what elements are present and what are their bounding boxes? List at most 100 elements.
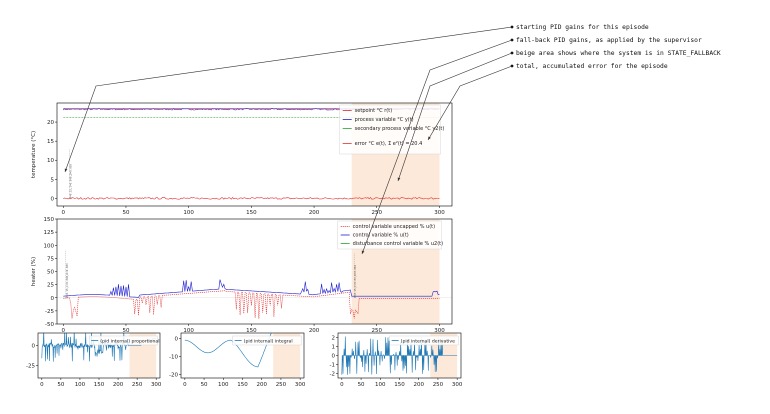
annotation-arrow — [64, 26, 513, 173]
panel-3: 0 50 100 150 200 250 300 -25 0 (pid internal) pro… — [26, 332, 162, 388]
y-tick-label: -1 — [330, 363, 335, 369]
x-tick-label: 0 — [183, 382, 187, 388]
x-tick-label: 50 — [358, 382, 365, 388]
gain-marker-1-label: P=0.15,I=0.048,D=0.003 — [65, 263, 69, 298]
x-tick-label: 300 — [452, 382, 463, 388]
legend — [232, 335, 302, 346]
series-control — [63, 279, 440, 298]
y-tick-label: 150 — [44, 217, 55, 223]
x-tick-label: 150 — [394, 382, 405, 388]
y-tick-label: -10 — [169, 354, 178, 360]
legend — [339, 104, 441, 155]
y-tick-label: 1 — [332, 345, 336, 351]
x-tick-label: 100 — [75, 382, 86, 388]
x-tick-label: 0 — [340, 382, 344, 388]
legend-label: (pid internal) proportional — [100, 338, 159, 344]
series-uncapped — [63, 290, 440, 319]
x-tick-label: 150 — [246, 210, 257, 216]
legend-label: disturbance control variable % u2(t) — [353, 241, 443, 247]
y-tick-label: 2 — [332, 336, 336, 342]
legend-label: control variable uncapped % u(t) — [353, 224, 435, 230]
series-pid — [341, 336, 458, 375]
x-tick-label: 200 — [413, 382, 424, 388]
legend-label: setpoint °C r(t) — [355, 108, 393, 114]
y-tick-label: 10 — [47, 158, 54, 164]
x-tick-label: 50 — [122, 210, 129, 216]
y-tick-label: -20 — [169, 372, 178, 378]
y-tick-label: 25 — [47, 283, 54, 289]
panel-4: 0 50 100 150 200 250 300 -20 -10 0 (pid internal) … — [169, 332, 306, 388]
annotation-arrow — [361, 39, 513, 255]
x-tick-label: 0 — [62, 210, 66, 216]
annotation-2: fall-back PID gains, as applied by the s… — [516, 37, 702, 44]
y-tick-label: 100 — [44, 243, 55, 249]
annotation-4: total, accumulated error for the episode — [516, 63, 668, 70]
annotation-arrowhead — [64, 168, 68, 172]
y-tick-label: 5 — [51, 177, 55, 183]
y-tick-label: 15 — [47, 139, 54, 145]
annotation-dot — [510, 64, 514, 68]
x-tick-label: 50 — [57, 382, 64, 388]
y-axis-label: temperature (°C) — [31, 131, 37, 178]
legend — [389, 335, 459, 346]
y-tick-label: -25 — [26, 364, 35, 370]
panel-2: P=0.15,I=0.048,D=0.003 P=0.15,I=0.03,D=0.… — [31, 217, 453, 334]
legend-label: (pid internal) integral — [244, 338, 293, 344]
series-error — [63, 197, 440, 200]
y-tick-label: 0 — [32, 343, 36, 349]
annotation-arrowhead — [428, 136, 431, 140]
y-tick-label: 0 — [175, 336, 179, 342]
legend-label: error °C e(t), Σ e²(t) = 20.4 — [355, 141, 423, 147]
y-tick-label: 50 — [47, 270, 54, 276]
legend-label: secondary process variable °C y2(t) — [355, 126, 445, 132]
y-tick-label: 0 — [332, 354, 336, 360]
panel-5: 0 50 100 150 200 250 300 -2 -1 0 1 2 (pid internal) … — [330, 332, 463, 388]
annotation-1: starting PID gains for this episode — [516, 24, 649, 31]
legend — [89, 335, 158, 346]
x-tick-label: 100 — [218, 382, 229, 388]
legend — [337, 220, 442, 250]
annotation-3: beige area shows where the system is in … — [516, 50, 721, 57]
x-tick-label: 250 — [372, 328, 383, 334]
y-tick-label: 125 — [44, 230, 55, 236]
axes-frame — [56, 102, 453, 207]
x-tick-label: 150 — [94, 382, 105, 388]
x-tick-label: 0 — [40, 382, 44, 388]
x-tick-label: 200 — [309, 210, 320, 216]
y-axis-label: heater (%) — [31, 257, 37, 286]
x-tick-label: 50 — [201, 382, 208, 388]
x-tick-label: 200 — [309, 328, 320, 334]
legend-label: process variable °C y(t) — [355, 117, 414, 123]
annotation-arrow — [427, 65, 513, 141]
gain-marker-label: P=0.15,I=0.048,D=0.003 — [69, 164, 73, 199]
x-tick-label: 200 — [256, 382, 267, 388]
annotation-arrow — [397, 52, 513, 182]
x-tick-label: 250 — [433, 382, 444, 388]
x-tick-label: 100 — [183, 328, 194, 334]
y-tick-label: 75 — [47, 256, 54, 262]
x-tick-label: 250 — [132, 382, 143, 388]
x-tick-label: 150 — [237, 382, 248, 388]
x-tick-label: 250 — [276, 382, 287, 388]
x-tick-label: 0 — [62, 328, 66, 334]
x-tick-label: 300 — [151, 382, 162, 388]
x-tick-label: 200 — [113, 382, 124, 388]
series-pid — [184, 333, 272, 368]
x-tick-label: 300 — [295, 382, 306, 388]
gain-marker-2-label: P=0.15,I=0.03,D=0.002 — [353, 265, 357, 298]
annotation-arrowhead — [361, 250, 365, 254]
legend-label: control variable % u(t) — [353, 233, 409, 239]
x-tick-label: 150 — [246, 328, 257, 334]
annotation-arrowhead — [397, 177, 401, 181]
legend-label: (pid internal) derivative — [401, 338, 455, 344]
y-tick-label: 0 — [51, 196, 55, 202]
x-tick-label: 100 — [183, 210, 194, 216]
y-tick-label: -25 — [45, 309, 54, 315]
x-tick-label: 50 — [122, 328, 129, 334]
x-tick-label: 100 — [375, 382, 386, 388]
y-tick-label: -2 — [330, 372, 335, 378]
x-tick-label: 300 — [434, 328, 445, 334]
y-tick-label: -50 — [45, 322, 54, 328]
